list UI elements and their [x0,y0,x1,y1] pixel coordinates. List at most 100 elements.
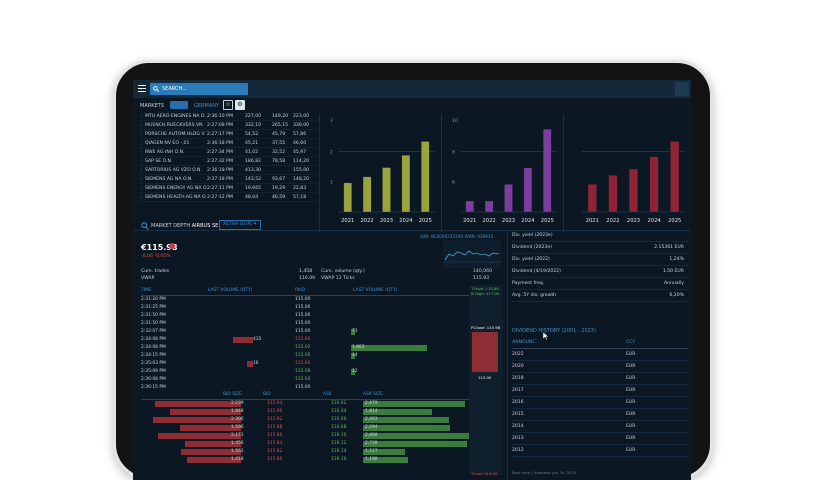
bar[interactable] [465,200,474,213]
bar[interactable] [421,141,430,213]
dividend-history-row: 2015 EUR [512,409,688,421]
row-menu-icon[interactable]: ⋮ [139,141,144,146]
stock-bid: 265,15 [272,123,289,128]
bid-price[interactable]: 115.90 [267,409,283,414]
stock-row[interactable]: ⋮ SARTORIUS AG VZO O.N. 2:36:18 PM 413,30 15… [139,166,317,175]
bid-price[interactable]: 115.88 [267,425,283,430]
stock-time: 2:36:10 PM [207,114,233,119]
trade-paid: 115.00 [295,385,311,390]
bar[interactable] [608,175,618,213]
row-menu-icon[interactable]: ⋮ [139,150,144,155]
row-menu-icon[interactable]: ⋮ [139,123,144,128]
bar[interactable] [670,141,680,213]
bar[interactable] [649,156,659,213]
stock-name: RWE AG INH O.N. [145,150,185,155]
vwap12-value: 115.93 [473,276,490,281]
row-menu-icon[interactable]: ⋮ [139,186,144,191]
market-flag-dropdown[interactable] [170,101,188,109]
stock-row[interactable]: ⋮ SIEMENS HEALTH.AG NA O 2:27:12 PM 48,04 46… [139,193,317,202]
bar[interactable] [543,129,552,213]
bar[interactable] [504,184,513,213]
trade-time: 2:32:07 PM [141,329,166,334]
bar-chart: 10 8 6 2021 2022 2023 2024 2025 [452,118,557,224]
trade-right-volume: 1,862 [352,345,365,350]
row-menu-icon[interactable]: ⋮ [139,177,144,182]
x-tick-label: 2023 [502,218,515,224]
dividend-info-row: Div. yield (2023e) [512,230,688,242]
price-range-sidebar: T-High: 115,88 B-High: 117,00 P.Close: 1… [465,285,505,480]
dividend-history-row: 2020 EUR [512,361,688,373]
stock-name: PORSCHE AUTOM.HLDG V [145,132,205,137]
history-ccy: EUR [626,448,636,453]
x-tick-label: 2022 [482,218,495,224]
bid-price[interactable]: 115.86 [267,433,283,438]
stock-row[interactable]: ⋮ RWE AG INH O.N. 2:27:34 PM 41,02 32,52 45,9… [139,148,317,157]
bid-price[interactable]: 115.82 [267,449,283,454]
row-menu-icon[interactable]: ⋮ [139,195,144,200]
bar[interactable] [362,176,372,213]
gear-icon[interactable]: ⚙ [235,100,245,110]
bid-price[interactable]: 115.80 [267,457,283,462]
ask-price[interactable]: 116.12 [331,441,347,446]
current-price: €115.98 [141,243,178,252]
row-menu-icon[interactable]: ⋮ [139,114,144,119]
ask-price[interactable]: 116.06 [331,417,347,422]
trade-paid: 115.06 [295,313,311,318]
bar[interactable] [343,182,352,213]
bar[interactable] [587,184,597,213]
exchange-select[interactable]: XETRA (EUR) ▾ [219,220,261,230]
trade-row: 2:35:09 PM 115.08 12 [141,368,471,376]
buy-volume-bar [351,369,355,375]
trade-time: 2:35:09 PM [141,369,166,374]
bar[interactable] [523,167,533,213]
stock-row[interactable]: ⋮ MTU AERO ENGINES NA O. 2:36:10 PM 227,00 1… [139,112,317,121]
trades-col-header: LAST VOLUME (QTY) [353,288,398,293]
row-menu-icon[interactable]: ⋮ [139,132,144,137]
cum-trades-label: Cum. trades [141,269,170,274]
buy-volume-bar [351,345,427,351]
star-icon[interactable]: ☆ [223,100,233,110]
history-year: 2012 [512,448,524,453]
row-menu-icon[interactable]: ⋮ [139,168,144,173]
ask-size-bar [363,433,472,439]
ask-price[interactable]: 116.14 [331,449,347,454]
trade-row: 2:31:20 PM 115.00 [141,296,471,304]
bar[interactable] [629,168,638,213]
market-country[interactable]: GERMANY [194,103,220,109]
row-menu-icon[interactable]: ⋮ [139,159,144,164]
depth-search-icon[interactable] [141,222,149,230]
dividend-label: Dividend (2023e) [512,245,552,250]
stock-row[interactable]: ⋮ SIEMENS AG NA O.N. 2:37:18 PM 143,52 93,67… [139,175,317,184]
bid-price[interactable]: 115.92 [267,417,283,422]
history-year: 2016 [512,400,524,405]
ask-price[interactable]: 116.02 [331,401,347,406]
ask-price[interactable]: 116.16 [331,457,347,462]
book-row: 2,306 115.92 116.06 2,263 [141,416,471,424]
book-col-header: BID [263,392,271,397]
bid-price[interactable]: 115.84 [267,441,283,446]
stock-row[interactable]: ⋮ SIEMENS ENERGY AG NA O 2:27:11 PM 19,665 1… [139,184,317,193]
stock-row[interactable]: ⋮ SAP SE O.N. 2:27:32 PM 186,82 78,58 114,20 [139,157,317,166]
bar[interactable] [484,200,494,213]
history-year: 2020 [512,364,524,369]
bid-price[interactable]: 115.94 [267,401,283,406]
bar[interactable] [382,167,391,213]
search-input[interactable]: SEARCH... [150,83,248,95]
x-tick-label: 2025 [668,218,681,224]
bar[interactable] [401,155,411,213]
ask-price[interactable]: 116.08 [331,425,347,430]
ask-price[interactable]: 116.04 [331,409,347,414]
stock-row[interactable]: ⋮ PORSCHE AUTOM.HLDG V 2:27:17 PM 54,52 45,7… [139,130,317,139]
ask-price[interactable]: 116.10 [331,433,347,438]
book-header-line [141,399,471,400]
dividend-history-row: 2014 EUR [512,421,688,433]
trade-paid: 115.00 [295,329,311,334]
stock-time: 2:36:18 PM [207,141,233,146]
trade-paid: 115.00 [295,361,311,366]
trade-right-volume: 12 [352,369,358,374]
hamburger-menu-icon[interactable] [138,85,146,93]
top-right-button[interactable] [675,82,689,96]
dividend-history-row: 2016 EUR [512,397,688,409]
stock-row[interactable]: ⋮ MUENCH.RUECKVERS.VN 2:27:08 PM 332,10 265,… [139,121,317,130]
stock-row[interactable]: ⋮ QIAGEN NV EO -,01 2:36:18 PM 45,21 37,55 46… [139,139,317,148]
